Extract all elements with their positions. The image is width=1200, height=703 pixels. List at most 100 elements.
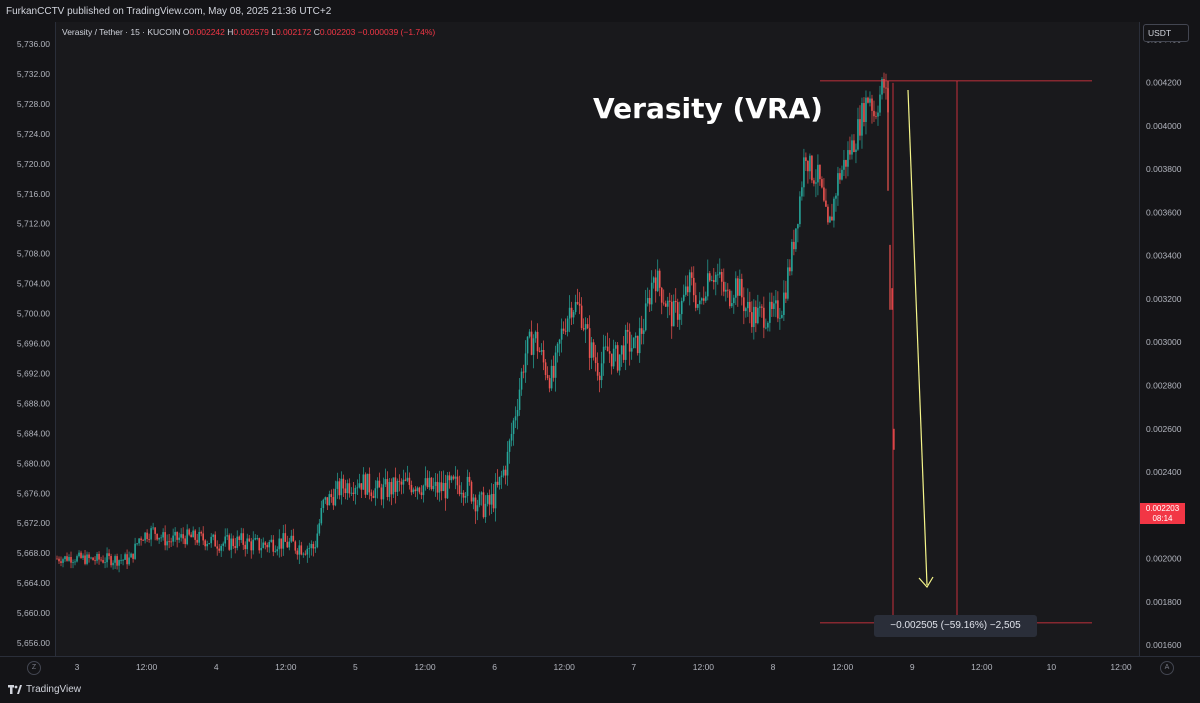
candle-body	[488, 495, 491, 505]
candle-body	[546, 374, 549, 379]
candle-body	[272, 539, 275, 552]
candle-body	[94, 560, 96, 562]
candle-body	[222, 543, 224, 546]
candle-body	[438, 482, 441, 493]
candle-body	[777, 300, 779, 319]
candle-body	[626, 329, 629, 332]
legend-close: 0.002203	[319, 27, 356, 37]
measure-label[interactable]: −0.002505 (−59.16%) −2,505	[874, 615, 1037, 637]
candle-body	[476, 505, 479, 512]
candle-body	[420, 492, 423, 496]
symbol-legend[interactable]: Verasity / Tether · 15 · KUCOIN O0.00224…	[62, 27, 435, 37]
candle-body	[765, 327, 767, 329]
candle-body	[110, 556, 112, 566]
candle-body	[330, 494, 333, 498]
candle-body	[698, 300, 701, 305]
candle-body	[62, 559, 64, 563]
candle-body	[873, 110, 875, 117]
time-tick-label: 12:00	[971, 662, 993, 672]
candle-body	[857, 119, 859, 150]
candles	[56, 72, 889, 573]
candle-body	[114, 556, 116, 563]
candle-body	[508, 440, 511, 452]
candle-body	[270, 539, 273, 542]
candle-body	[324, 497, 327, 500]
legend-high-key: H	[227, 27, 234, 37]
candle-body	[338, 481, 341, 496]
candle-body	[759, 306, 761, 308]
candle-body	[839, 173, 841, 180]
candle-body	[656, 270, 659, 292]
candle-body	[436, 481, 439, 493]
right-tick-label: 0.002000	[1146, 554, 1182, 564]
candle-body	[731, 303, 733, 307]
candle-body	[132, 553, 134, 559]
time-tick-label: 12:00	[832, 662, 854, 672]
candle-body	[286, 541, 289, 548]
candle-body	[502, 469, 505, 476]
candle-body	[316, 533, 319, 548]
candle-body	[670, 301, 673, 327]
candle-body	[486, 495, 489, 504]
candle-body	[344, 488, 347, 494]
footer-bar	[0, 678, 1200, 703]
candle-body	[745, 308, 747, 312]
down-arrow-line[interactable]	[907, 89, 928, 586]
candle-body	[566, 318, 569, 332]
candle-body	[785, 292, 787, 299]
candle-body	[214, 534, 216, 547]
candle-body	[536, 331, 539, 352]
right-price-axis[interactable]	[1140, 22, 1200, 656]
candle-body	[702, 298, 705, 301]
candle-body	[682, 294, 685, 301]
candle-body	[410, 484, 413, 493]
right-tick-label: 0.002800	[1146, 381, 1182, 391]
time-axis[interactable]	[0, 656, 1200, 678]
candle-body	[827, 206, 829, 223]
candle-body	[282, 533, 285, 549]
candle-body	[126, 554, 128, 565]
candle-body	[422, 485, 425, 496]
auto-fit-button[interactable]: A	[1160, 661, 1174, 675]
candle-body	[755, 306, 757, 324]
candle-body	[440, 482, 443, 492]
tradingview-logo[interactable]: TradingView	[8, 684, 81, 695]
candle-body	[358, 483, 361, 488]
candle-body	[612, 348, 615, 367]
candle-body	[332, 497, 335, 506]
candle-body	[174, 531, 176, 536]
candle-body	[847, 150, 849, 167]
candle-body	[809, 155, 811, 172]
candle-body	[228, 535, 231, 550]
candle-body	[628, 331, 631, 352]
candle-body	[672, 300, 675, 327]
candle-body	[578, 303, 581, 306]
candle-body	[791, 241, 793, 272]
candle-body	[414, 489, 417, 492]
candle-body	[326, 497, 329, 506]
candle-body	[88, 554, 90, 559]
candle-body	[763, 307, 765, 328]
candle-body	[308, 548, 311, 549]
auto-scale-button[interactable]: Z	[27, 661, 41, 675]
candle-body	[378, 480, 381, 488]
candle-body	[803, 157, 805, 188]
candle-body	[787, 267, 789, 299]
currency-selector[interactable]: USDT	[1143, 24, 1189, 42]
candle-body	[434, 481, 437, 486]
candle-body	[142, 540, 144, 541]
candle-body	[797, 224, 799, 229]
candle-body	[328, 494, 331, 506]
left-tick-label: 5,728.00	[17, 99, 50, 109]
candle-body	[202, 533, 204, 541]
candle-body	[92, 557, 94, 561]
left-price-axis[interactable]	[0, 22, 55, 656]
time-tick-label: 12:00	[1110, 662, 1132, 672]
legend-change: −0.000039 (−1.74%)	[357, 27, 436, 37]
candle-body	[534, 331, 537, 339]
chart-area[interactable]	[55, 22, 1140, 656]
candle-body	[855, 149, 857, 153]
candle-body	[674, 300, 677, 303]
chart-annotation-title[interactable]: Verasity (VRA)	[593, 92, 823, 125]
candle-body	[725, 289, 727, 292]
